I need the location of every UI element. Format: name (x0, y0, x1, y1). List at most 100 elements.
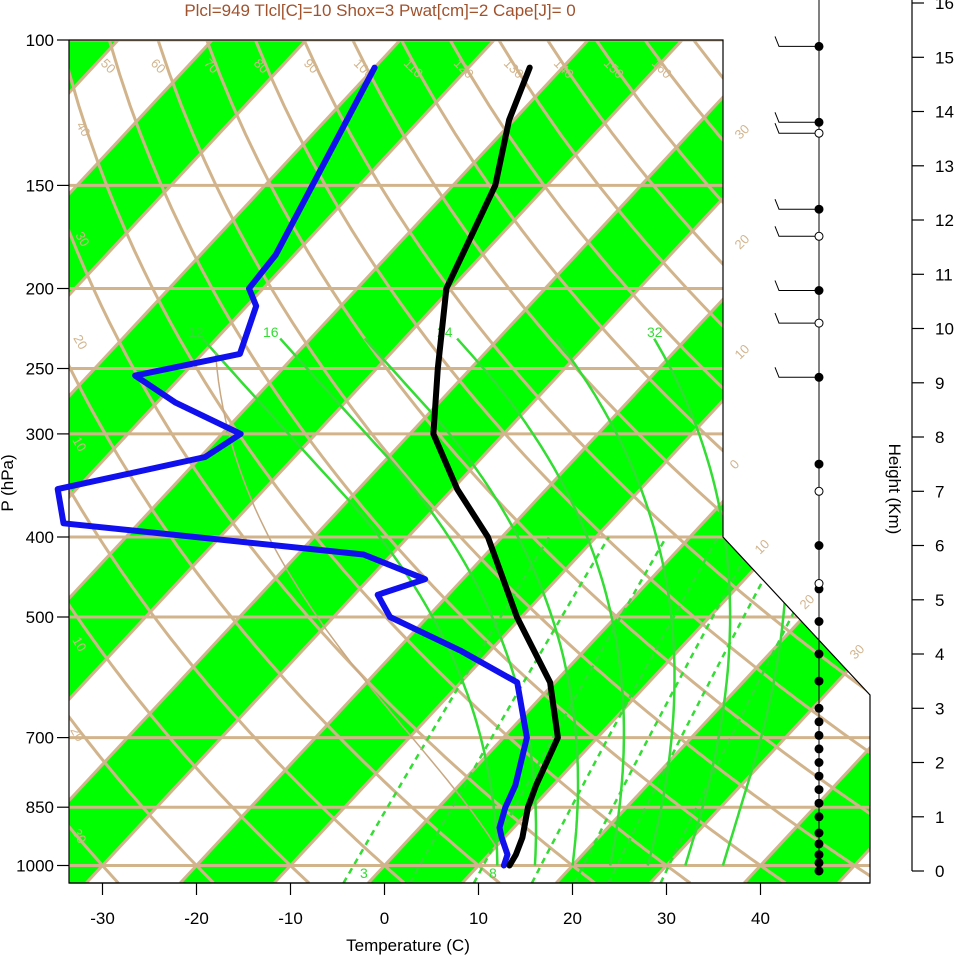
isotherm-line (69, 40, 778, 883)
wind-barb (774, 112, 819, 123)
wind-marker (814, 459, 824, 469)
wind-marker (814, 117, 824, 127)
dry-adiabat (69, 40, 406, 883)
p-tick-label: 1000 (16, 857, 54, 876)
wind-marker (814, 798, 824, 808)
height-tick-label: 10 (935, 320, 954, 339)
wind-marker (814, 866, 824, 876)
left-isotherm-label: 10 (69, 634, 89, 654)
y-axis-label: P (hPa) (0, 454, 17, 511)
p-tick-label: 500 (26, 608, 54, 627)
height-tick-label: 6 (935, 537, 944, 556)
wind-marker (814, 703, 824, 713)
wind-marker (814, 286, 824, 295)
x-tick-label: 10 (469, 909, 488, 928)
height-tick-label: 14 (935, 103, 954, 122)
x-tick-label: 20 (563, 909, 582, 928)
wind-marker (814, 579, 824, 588)
mixing-ratio-line (530, 536, 720, 883)
wind-barb (774, 226, 819, 237)
isotherm-label: 30 (732, 121, 753, 142)
wind-marker (814, 744, 824, 754)
wind-marker (814, 204, 824, 214)
dry-adiabat (69, 40, 501, 883)
left-isotherm-label: 30 (69, 826, 89, 846)
wind-marker (814, 717, 824, 727)
wind-barb (774, 280, 819, 291)
isotherm-line (69, 40, 496, 883)
isotherm-line (649, 40, 870, 883)
moist-adiabat (653, 337, 732, 866)
wind-marker (814, 828, 824, 838)
isotherm-label: 0 (727, 456, 743, 472)
temperature-line (430, 64, 561, 869)
wind-marker (814, 785, 824, 795)
dry-adiabat (254, 40, 870, 883)
height-tick-label: 11 (935, 265, 953, 284)
mixing-ratio-line (342, 536, 551, 883)
height-tick-label: 16 (935, 0, 954, 13)
isotherm-label: 20 (797, 591, 818, 612)
wind-marker (814, 850, 824, 860)
mixing-ratio-line (408, 536, 610, 883)
isotherm-line (743, 40, 870, 883)
isotherm-band (69, 40, 307, 883)
parcel-line (214, 352, 497, 848)
moist-adiabat (201, 337, 499, 866)
parcel-curve (214, 352, 497, 848)
dewpoint-line (54, 64, 530, 869)
wind-marker (814, 372, 824, 382)
wind-marker (814, 758, 824, 767)
wind-marker (814, 676, 824, 686)
mixing-ratio-label: 8 (489, 865, 497, 881)
wind-barb (774, 199, 819, 210)
mixing-ratio-label: 3 (360, 865, 368, 881)
isotherm-band (744, 40, 870, 883)
x-tick-label: -30 (90, 909, 115, 928)
height-tick-label: 4 (935, 645, 944, 664)
isotherm-label: 10 (752, 536, 773, 557)
isotherm-label: 20 (732, 231, 753, 252)
wind-column (774, 0, 824, 876)
height-tick-label: 13 (935, 157, 954, 176)
p-tick-label: 200 (26, 280, 54, 299)
dry-adiabat (156, 40, 870, 883)
height-tick-label: 12 (935, 211, 954, 230)
wind-barb (774, 36, 819, 47)
dry-adiabat (107, 40, 787, 883)
x-axis-label: Temperature (C) (346, 936, 470, 955)
p-tick-label: 100 (26, 31, 54, 50)
x-tick-label: -20 (184, 909, 209, 928)
wind-marker (814, 617, 824, 626)
height-tick-label: 0 (935, 862, 944, 881)
p-tick-label: 850 (26, 798, 54, 817)
x-tick-label: 30 (657, 909, 676, 928)
x-tick-label: 0 (380, 909, 389, 928)
height-tick-label: 15 (935, 48, 954, 67)
dry-adiabat (69, 40, 311, 883)
height-axis-label: Height (Km) (885, 444, 904, 535)
dry-adiabat (302, 40, 870, 883)
x-tick-label: 40 (751, 909, 770, 928)
chart-title: Plcl=949 Tlcl[C]=10 Shox=3 Pwat[cm]=2 Ca… (184, 1, 575, 20)
height-tick-label: 1 (935, 808, 944, 827)
isotherm-band (69, 40, 870, 883)
p-tick-label: 700 (26, 729, 54, 748)
moist-adiabat (456, 337, 626, 866)
dry-adiabat (69, 40, 692, 883)
dry-adiabat (741, 40, 870, 883)
isotherm-label: 10 (732, 341, 753, 362)
left-isotherm-label: 10 (69, 434, 89, 454)
wind-marker (814, 839, 824, 849)
wind-marker (814, 231, 824, 241)
moist-adiabat-label: 12 (188, 324, 204, 340)
dry-adiabat (69, 40, 215, 883)
p-tick-label: 300 (26, 425, 54, 444)
p-tick-label: 400 (26, 528, 54, 547)
left-isotherm-label: 20 (67, 724, 87, 744)
p-tick-label: 250 (26, 360, 54, 379)
sounding-profiles (54, 64, 561, 869)
isotherm-line (69, 40, 308, 883)
wind-marker (814, 486, 824, 496)
